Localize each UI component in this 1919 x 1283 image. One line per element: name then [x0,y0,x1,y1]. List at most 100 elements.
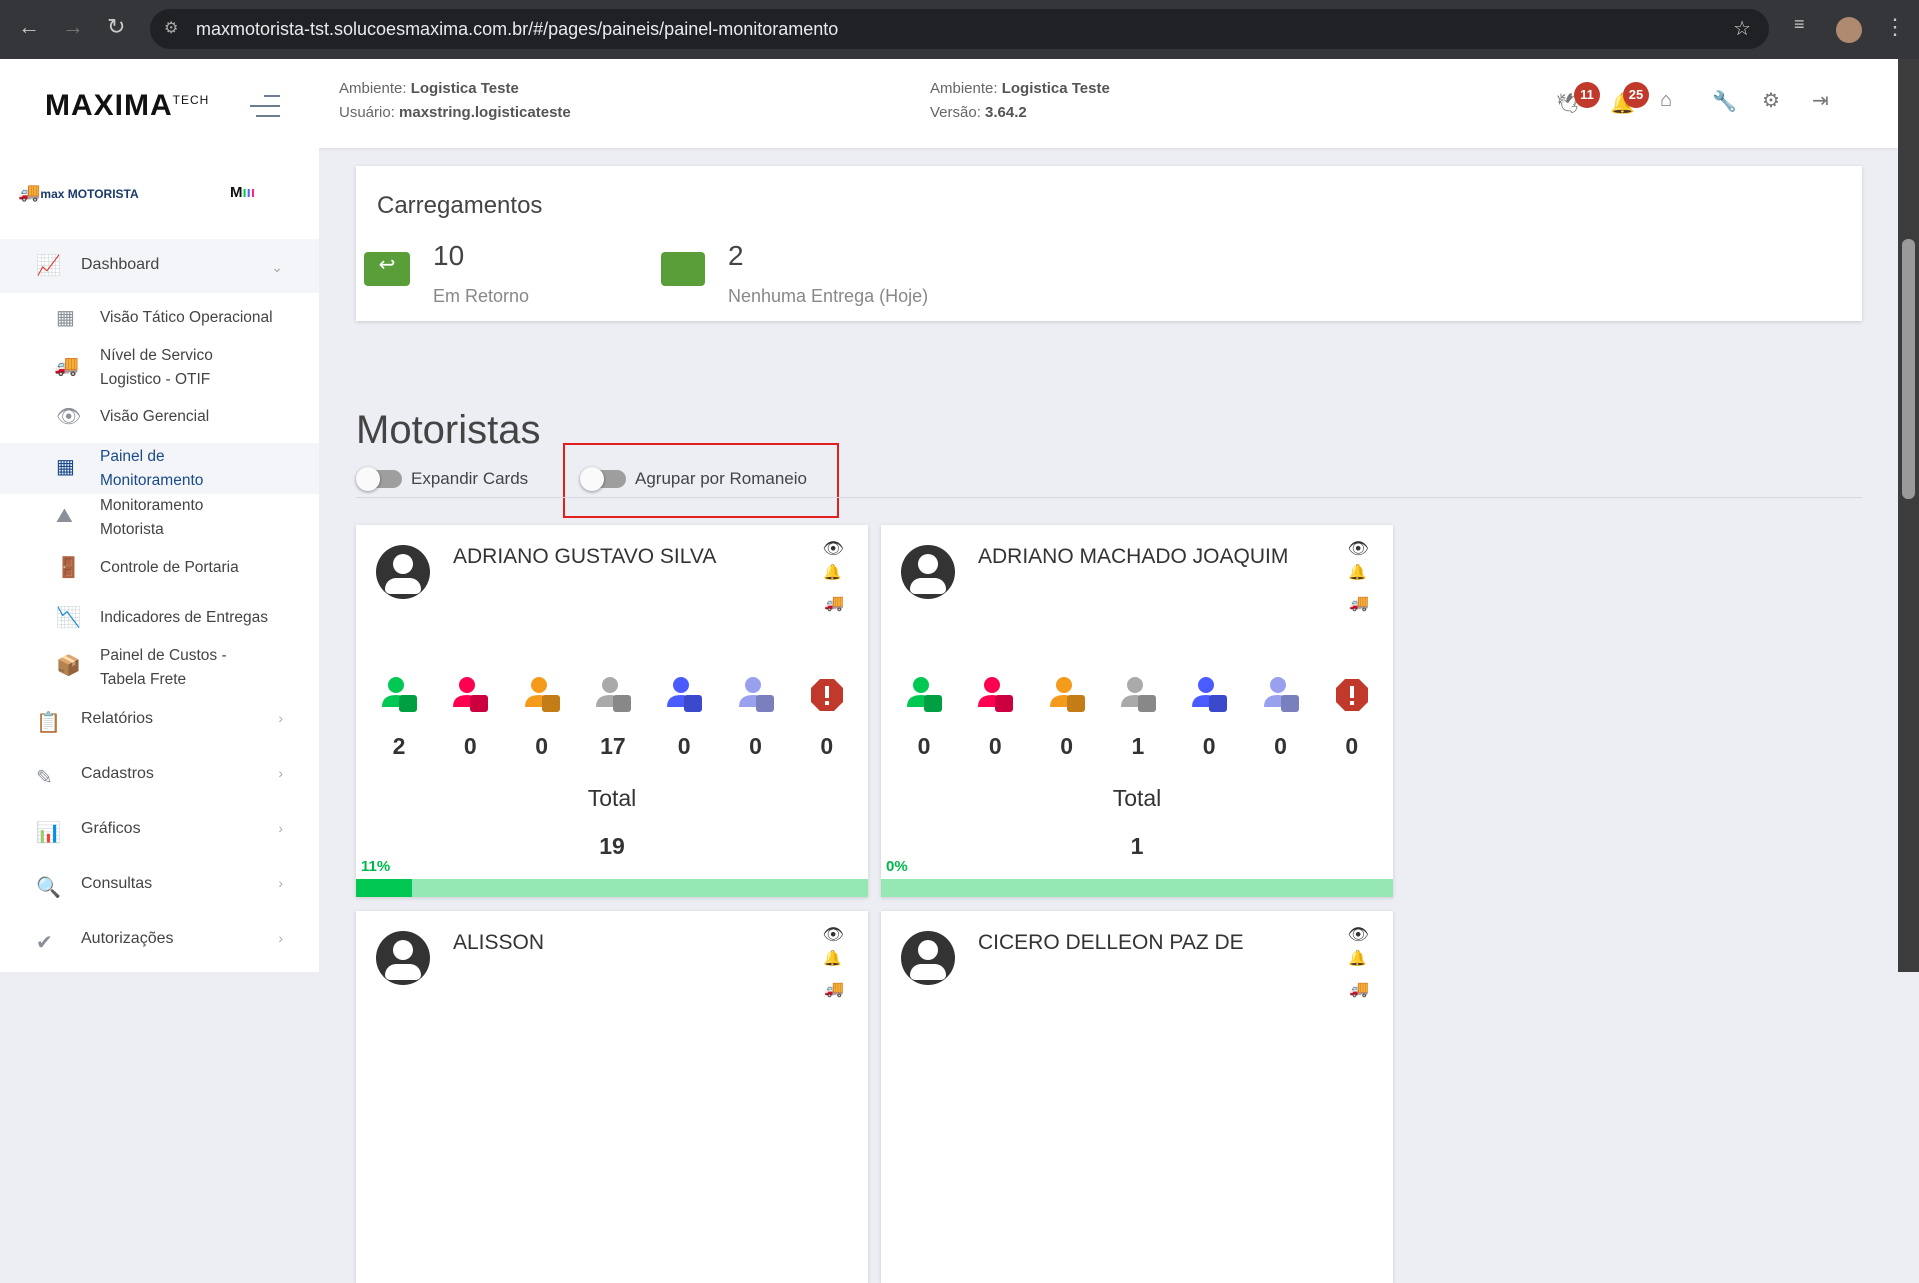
sidebar-item-label: Painel de Monitoramento [100,448,204,489]
eye-icon: 👁 [56,406,82,428]
status-count: 0 [1274,733,1287,759]
status-count: 0 [749,733,762,759]
grid-icon: ▦ [56,456,75,478]
highlight-box [563,443,839,518]
truck-icon: 🚚 [54,355,79,377]
url-text: maxmotorista-tst.solucoesmaxima.com.br/#… [196,19,839,39]
sidebar-item-label: Visão Tático Operacional [100,309,273,326]
chevron-down-icon: ⌄ [271,259,283,275]
eye-icon[interactable]: 👁 [1347,925,1369,944]
truck-icon[interactable]: 🚚 [824,595,844,612]
star-icon[interactable]: ☆ [1733,18,1751,40]
progress-bar [881,879,1393,897]
eye-icon[interactable]: 👁 [822,925,844,944]
status-count: 2 [392,733,406,759]
status-located-icon [1261,675,1301,720]
home-icon[interactable]: ⌂ [1660,89,1673,111]
truck-icon[interactable]: 🚚 [1349,981,1369,998]
maxima-small-logo: Mııı [230,184,256,201]
status-count: 0 [1060,733,1073,759]
sidebar-item-label: Painel de Custos - Tabela Frete [100,647,227,688]
card-title: Carregamentos [377,192,543,219]
status-located-icon [736,675,776,720]
status-count: 0 [820,733,834,759]
sidebar-subitem-painel-monitoramento[interactable]: ▦ Painel de Monitoramento [0,443,319,494]
sidebar-item-label: Gráficos [81,820,141,837]
address-bar[interactable]: ⚙ maxmotorista-tst.solucoesmaxima.com.br/… [150,9,1769,49]
stat-label: Em Retorno [433,286,530,306]
motorista-card[interactable]: ADRIANO GUSTAVO SILVA 👁 🔔 🚚 2 0 0 17 0 0 0 Total… [356,525,868,897]
chevron-right-icon: › [278,930,283,946]
bell-icon[interactable]: 🔔 [1348,564,1367,581]
sidebar-item-label: Visão Gerencial [100,408,210,425]
avatar [901,545,955,599]
status-count: 0 [917,733,931,759]
bell-icon[interactable]: 🔔 [823,564,842,581]
forward-icon[interactable]: → [62,14,84,39]
sidebar-item-label: Indicadores de Entregas [100,609,269,626]
sidebar-item-label: Controle de Portaria [100,559,239,576]
status-cancelled-icon [975,675,1015,720]
clipboard-icon: 📋 [36,712,61,734]
status-count: 0 [677,733,691,759]
bell-icon[interactable]: 🔔 [823,950,842,967]
sidebar-item-label: Dashboard [81,256,160,273]
scrollbar-thumb[interactable] [1902,239,1915,499]
status-count: 0 [988,733,1002,759]
motorista-card[interactable]: CICERO DELLEON PAZ DE 👁 🔔 🚚 [881,911,1393,1283]
expandir-cards-toggle[interactable] [356,467,402,491]
profile-avatar[interactable] [1836,17,1862,43]
status-count: 0 [1345,733,1359,759]
truck-icon[interactable]: 🚚 [824,981,844,998]
door-icon: 🚪 [56,557,81,579]
pigeon-badge: 11 [1574,82,1600,108]
pencil-icon: ✎ [36,767,53,789]
driver-name: ADRIANO GUSTAVO SILVA [453,545,717,568]
truck-icon [661,252,705,286]
chevron-right-icon: › [278,710,283,726]
eye-icon[interactable]: 👁 [822,539,844,558]
agrupar-romaneio-toggle[interactable] [580,467,626,491]
wrench-icon[interactable]: 🔧 [1712,91,1737,113]
avatar [901,931,955,985]
sidebar-item-label: Consultas [81,875,153,892]
dolly-icon: 📦 [56,655,81,677]
reload-icon[interactable]: ↻ [107,14,126,39]
chevron-right-icon: › [278,820,283,836]
presentation-chart-icon: 📈 [36,255,61,277]
road-icon: ⛰ [56,505,73,527]
stat-value: 10 [433,240,465,271]
site-info-icon[interactable]: ⚙ [164,20,179,37]
sidebar-item-label: Monitoramento Motorista [100,497,204,538]
sidebar-item-dashboard[interactable]: 📈 Dashboard ⌄ [0,239,319,293]
avatar [376,931,430,985]
motorista-card[interactable]: ADRIANO MACHADO JOAQUIM 👁 🔔 🚚 0 0 0 1 0 0 0 Tota… [881,525,1393,897]
search-icon: 🔍 [36,877,61,899]
back-icon[interactable]: ← [18,14,40,39]
status-count: 17 [600,733,626,759]
eye-icon[interactable]: 👁 [1347,539,1369,558]
truck-icon[interactable]: 🚚 [1349,595,1369,612]
status-count: 0 [463,733,477,759]
logout-icon[interactable]: ⇥ [1812,90,1829,112]
motorista-card[interactable]: ALISSON 👁 🔔 🚚 [356,911,868,1283]
carregamentos-card: Carregamentos ↩ 10 Em Retorno 2 Nenhuma … [356,166,1862,321]
menu-toggle-icon[interactable] [250,95,280,117]
maxima-logo: MAXIMATECH [45,89,210,122]
avatar [376,545,430,599]
status-cancelled-icon [450,675,490,720]
media-icon[interactable]: ≡ [1794,14,1805,34]
line-chart-icon: 📉 [56,607,81,629]
total-label: Total [1112,785,1162,811]
divider [356,497,1862,498]
gear-icon[interactable]: ⚙ [1762,90,1780,112]
status-count: 0 [535,733,548,759]
status-in-transit-icon [664,675,704,720]
status-count: 0 [1202,733,1216,759]
progress-percent: 0% [886,858,908,875]
status-delivered-icon [904,675,944,720]
scrollbar[interactable] [1898,59,1919,972]
progress-percent: 11% [361,858,391,875]
bell-icon[interactable]: 🔔 [1348,950,1367,967]
more-icon[interactable]: ⋮ [1884,14,1906,39]
